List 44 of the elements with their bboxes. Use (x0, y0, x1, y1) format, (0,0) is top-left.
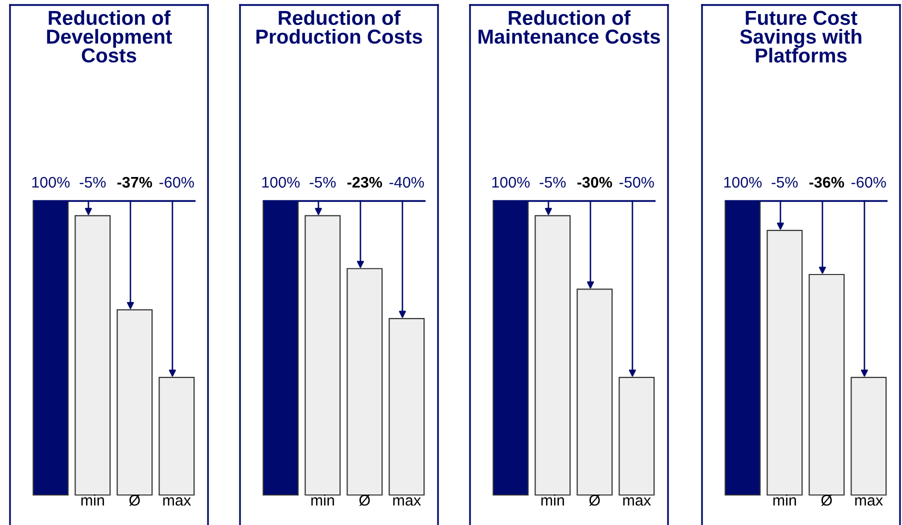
x-tick-label: min (311, 494, 334, 506)
x-tick-label: max (163, 497, 191, 506)
x-tick-label: Ø (821, 494, 832, 506)
x-tick-label: max (623, 497, 651, 506)
x-tick-label: max (393, 497, 421, 506)
text: -5% (310, 176, 336, 188)
text: -5% (540, 176, 566, 188)
text: -60% (159, 176, 194, 188)
chart-title: Reduction of Production Costs (256, 10, 422, 44)
bar (850, 376, 887, 496)
x-tick-label: max (855, 497, 883, 506)
text: 100% (492, 176, 530, 188)
text: 100% (724, 176, 762, 188)
chart-title: Future Cost Savings with Platforms (740, 10, 862, 63)
bar (534, 215, 571, 496)
text: -40% (389, 176, 424, 188)
x-tick-label: Ø (589, 494, 600, 506)
text: -50% (619, 176, 654, 188)
bar (74, 215, 111, 496)
bar (346, 268, 383, 496)
chart-title: Reduction of Development Costs (47, 10, 172, 63)
bar (618, 376, 655, 496)
bar (766, 230, 803, 496)
text: -5% (772, 176, 798, 188)
x-tick-label: min (81, 494, 104, 506)
bar (116, 309, 153, 496)
text: -36% (809, 176, 844, 188)
text: -5% (80, 176, 106, 188)
bar (576, 288, 613, 496)
text: -37% (117, 176, 152, 188)
text: -30% (577, 176, 612, 188)
text: 100% (262, 176, 300, 188)
text: -60% (851, 176, 886, 188)
text: 100% (32, 176, 70, 188)
text: -23% (347, 176, 382, 188)
bar (808, 274, 845, 496)
x-tick-label: Ø (129, 494, 140, 506)
bar (304, 215, 341, 496)
chart-title: Reduction of Maintenance Costs (478, 10, 660, 44)
x-tick-label: min (541, 494, 564, 506)
x-tick-label: Ø (359, 494, 370, 506)
bar (388, 318, 425, 496)
bar (158, 376, 195, 496)
x-tick-label: min (773, 494, 796, 506)
